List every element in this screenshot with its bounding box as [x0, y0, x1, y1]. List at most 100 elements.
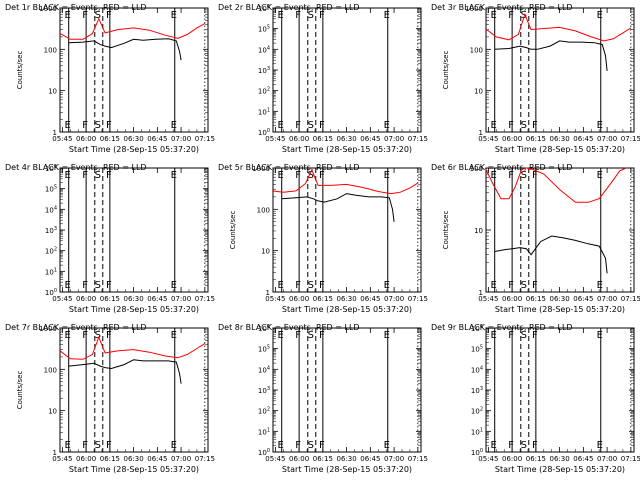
marker-label-E: E: [278, 330, 284, 341]
marker-label-E: E: [65, 170, 71, 181]
x-tick-label: 05:45: [52, 135, 72, 143]
x-tick-label: 06:30: [124, 295, 144, 303]
plot-frame: [485, 327, 635, 453]
x-tick-label: 07:15: [195, 295, 215, 303]
marker-label-F: F: [532, 170, 538, 181]
y-tick-label: 105: [258, 25, 270, 34]
y-tick-label: 106: [258, 324, 270, 333]
x-tick-label: 06:30: [550, 455, 570, 463]
x-tick-label: 07:00: [171, 455, 191, 463]
x-axis-label: Start Time (28-Sep-15 05:37:20): [495, 465, 625, 474]
y-tick-label: 106: [258, 4, 270, 13]
x-tick-label: 07:00: [384, 135, 404, 143]
marker-label-E: E: [597, 280, 603, 291]
y-tick-label: 105: [471, 345, 483, 354]
x-tick-label: 06:00: [289, 295, 309, 303]
x-tick-label: 07:15: [195, 455, 215, 463]
y-tick-label: 1: [53, 129, 57, 137]
y-tick-label: 1: [53, 449, 57, 457]
marker-label-F: F: [295, 280, 301, 291]
y-tick-label: 1000: [39, 5, 57, 13]
x-tick-label: 07:00: [597, 135, 617, 143]
marker-label-E: E: [491, 440, 497, 451]
plot-frame: [272, 327, 422, 453]
y-tick-label: 100: [44, 46, 57, 54]
marker-label-E: E: [171, 280, 177, 291]
marker-label-F: F: [106, 440, 112, 451]
x-tick-label: 06:00: [76, 135, 96, 143]
y-tick-label: 100: [257, 206, 270, 214]
x-tick-label: 07:00: [171, 295, 191, 303]
x-tick-label: 07:00: [171, 135, 191, 143]
x-tick-label: 06:45: [573, 295, 593, 303]
marker-label-F: F: [106, 120, 112, 131]
marker-label-S: S: [521, 280, 527, 291]
x-axis-label: Start Time (28-Sep-15 05:37:20): [69, 145, 199, 154]
marker-label-S: S: [308, 440, 314, 451]
y-tick-label: 103: [258, 66, 270, 75]
y-tick-label: 1000: [465, 5, 483, 13]
y-tick-label: 1000: [39, 325, 57, 333]
marker-label-E: E: [597, 170, 603, 181]
y-tick-label: 102: [45, 247, 57, 256]
lld-series-line: [484, 167, 627, 203]
x-axis-label: Start Time (28-Sep-15 05:37:20): [495, 145, 625, 154]
marker-label-F: F: [82, 120, 88, 131]
marker-label-S: S: [521, 440, 527, 451]
x-axis-label: Start Time (28-Sep-15 05:37:20): [495, 305, 625, 314]
y-tick-label: 105: [45, 185, 57, 194]
x-tick-label: 07:00: [384, 455, 404, 463]
marker-label-F: F: [508, 330, 514, 341]
y-axis-label: Counts/sec: [16, 51, 24, 90]
x-tick-label: 05:45: [265, 455, 285, 463]
marker-label-S: S: [521, 120, 527, 131]
marker-label-E: E: [597, 10, 603, 21]
marker-label-F: F: [106, 280, 112, 291]
marker-label-F: F: [82, 280, 88, 291]
x-tick-label: 06:15: [313, 295, 333, 303]
x-tick-label: 06:30: [124, 135, 144, 143]
marker-label-E: E: [278, 280, 284, 291]
x-tick-label: 07:00: [597, 295, 617, 303]
y-tick-label: 103: [258, 386, 270, 395]
detector-panel-9: Det 9r BLACK = Events, RED = LLD10010110…: [431, 323, 640, 474]
x-tick-label: 06:45: [147, 135, 167, 143]
x-tick-label: 06:15: [313, 455, 333, 463]
y-tick-label: 1: [479, 129, 483, 137]
marker-label-E: E: [597, 330, 603, 341]
y-tick-label: 100: [258, 448, 270, 457]
x-tick-label: 06:45: [360, 135, 380, 143]
marker-label-E: E: [491, 330, 497, 341]
x-tick-label: 05:45: [478, 455, 498, 463]
marker-label-E: E: [491, 170, 497, 181]
marker-label-S: S: [308, 120, 314, 131]
events-series-line: [494, 235, 608, 274]
y-tick-label: 1: [266, 289, 270, 297]
plot-frame: [272, 7, 422, 133]
detector-panel-2: Det 2r BLACK = Events, RED = LLD10010110…: [218, 3, 428, 154]
marker-label-E: E: [491, 10, 497, 21]
y-axis-label: Counts/sec: [16, 371, 24, 410]
x-tick-label: 07:00: [384, 295, 404, 303]
lld-series-line: [484, 12, 632, 42]
x-tick-label: 05:45: [265, 135, 285, 143]
x-tick-label: 07:15: [621, 455, 640, 463]
marker-label-F: F: [319, 170, 325, 181]
x-tick-label: 05:45: [478, 295, 498, 303]
marker-label-F: F: [532, 10, 538, 21]
y-tick-label: 100: [470, 165, 483, 173]
marker-label-E: E: [384, 120, 390, 131]
y-tick-label: 10: [261, 248, 270, 256]
detector-panel-8: Det 8r BLACK = Events, RED = LLD10010110…: [218, 323, 428, 474]
x-tick-label: 06:15: [526, 455, 546, 463]
y-tick-label: 102: [258, 407, 270, 416]
x-tick-label: 07:15: [408, 135, 428, 143]
plot-frame: [272, 167, 422, 293]
marker-label-F: F: [532, 120, 538, 131]
x-tick-label: 06:30: [337, 295, 357, 303]
x-tick-label: 06:15: [526, 135, 546, 143]
detector-panel-6: Det 6r BLACK = Events, RED = LLD11010005…: [431, 163, 640, 314]
x-tick-label: 06:45: [147, 455, 167, 463]
marker-label-F: F: [295, 170, 301, 181]
y-tick-label: 105: [258, 345, 270, 354]
